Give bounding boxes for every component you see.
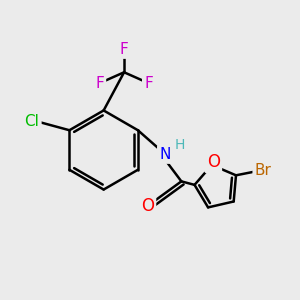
- Text: F: F: [95, 76, 104, 91]
- Text: F: F: [120, 42, 128, 57]
- Text: Cl: Cl: [25, 114, 39, 129]
- Text: O: O: [141, 197, 154, 215]
- Text: N: N: [159, 147, 171, 162]
- Text: O: O: [207, 153, 220, 171]
- Text: Br: Br: [255, 163, 272, 178]
- Text: H: H: [175, 137, 185, 152]
- Text: F: F: [144, 76, 153, 91]
